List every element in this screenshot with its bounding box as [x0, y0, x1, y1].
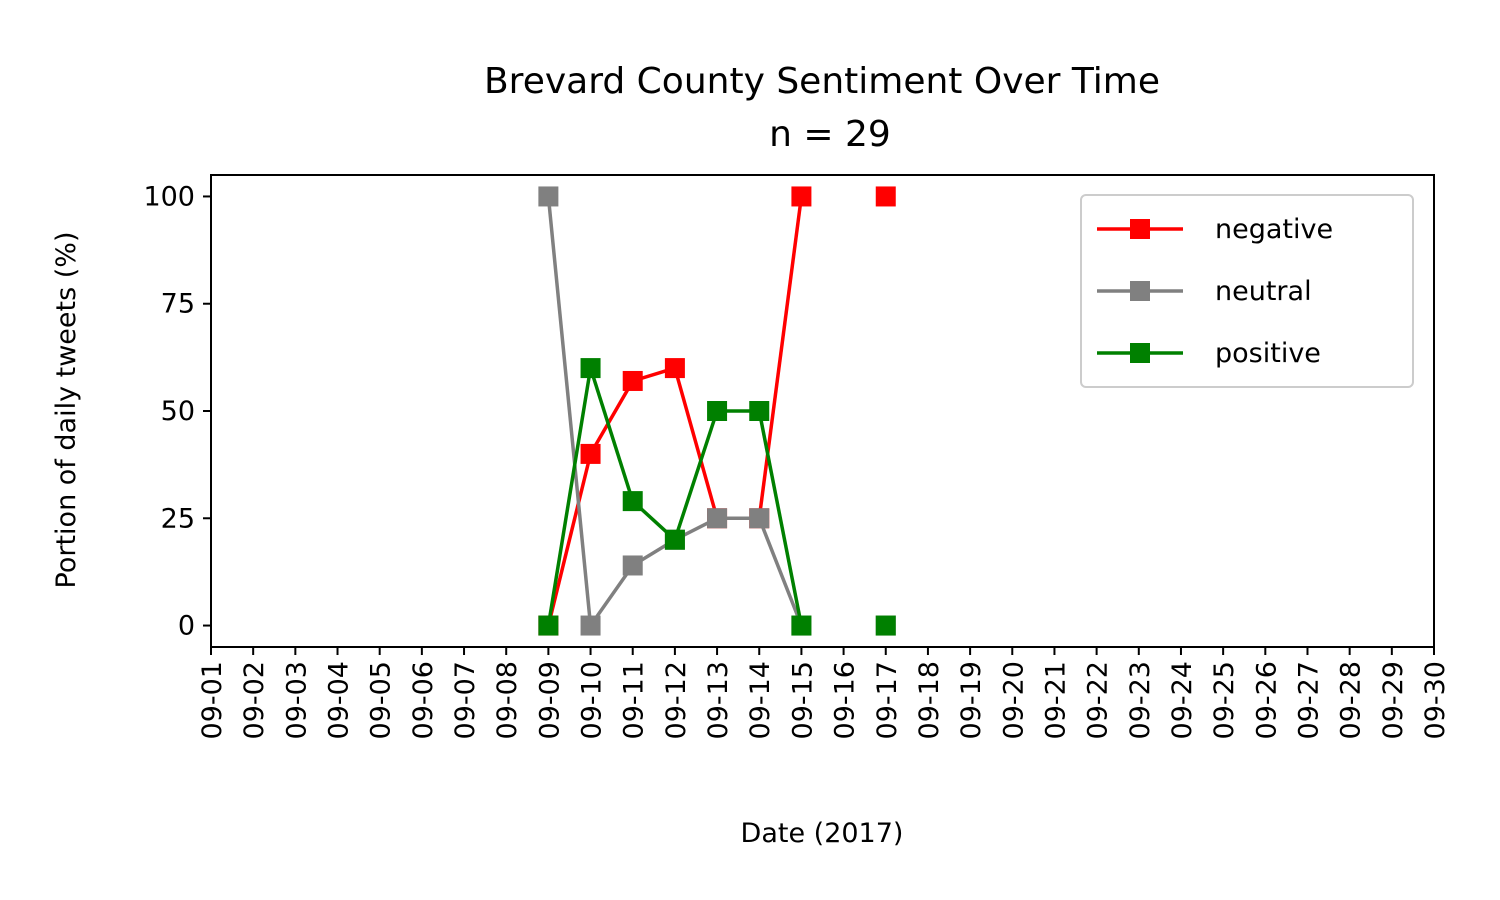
- x-tick-label: 09-20: [998, 661, 1029, 739]
- data-point: [791, 615, 812, 636]
- x-tick-label: 09-21: [1040, 661, 1071, 739]
- x-tick-label: 09-07: [450, 661, 481, 739]
- data-point: [622, 491, 643, 512]
- legend-label: negative: [1215, 214, 1333, 245]
- legend: negative neutral positive: [1080, 194, 1414, 388]
- x-tick-label: 09-06: [408, 661, 439, 739]
- chart-title: Brevard County Sentiment Over Time: [484, 61, 1160, 102]
- legend-label: neutral: [1215, 276, 1312, 307]
- x-tick-label: 09-17: [872, 661, 903, 739]
- x-tick-label: 09-23: [1125, 661, 1156, 739]
- legend-item-neutral: neutral: [1097, 276, 1312, 307]
- y-tick-label: 100: [143, 181, 195, 212]
- series-line-segment: [757, 410, 804, 626]
- x-axis-label: Date (2017): [741, 818, 904, 849]
- x-tick-label: 09-09: [534, 661, 565, 739]
- series-line-segment: [673, 367, 719, 519]
- x-tick-label: 09-12: [661, 661, 692, 739]
- data-point: [707, 508, 728, 529]
- data-point: [875, 186, 896, 207]
- plot-area: 0 25 50 75 100 09-01 09-02 09-03 09-04 09-05 09-06…: [143, 174, 1451, 739]
- series-line-segment: [589, 380, 635, 455]
- series-line-segment: [757, 517, 804, 627]
- series-positive: [538, 358, 896, 636]
- data-point: [664, 358, 685, 379]
- data-point: [580, 615, 601, 636]
- y-axis-label: Portion of daily tweets (%): [51, 232, 82, 589]
- series-line-segment: [546, 453, 593, 626]
- legend-item-positive: positive: [1097, 338, 1321, 369]
- x-tick-label: 09-11: [619, 661, 650, 739]
- x-tick-label: 09-13: [703, 661, 734, 739]
- x-tick-label: 09-30: [1420, 661, 1451, 739]
- x-tick-label: 09-29: [1378, 661, 1409, 739]
- x-tick-label: 09-19: [956, 661, 987, 739]
- y-tick-label: 0: [178, 611, 195, 642]
- legend-swatch-marker: [1130, 219, 1150, 239]
- data-point: [622, 555, 643, 576]
- x-tick-label: 09-08: [492, 661, 523, 739]
- data-point: [791, 186, 812, 207]
- y-tick-label: 75: [161, 289, 195, 320]
- legend-item-negative: negative: [1097, 214, 1333, 245]
- x-tick-label: 09-15: [787, 661, 818, 739]
- series-line-segment: [673, 410, 719, 541]
- x-tick-label: 09-05: [366, 661, 397, 739]
- x-tick-label: 09-18: [914, 661, 945, 739]
- x-tick-label: 09-24: [1167, 661, 1198, 739]
- x-tick-label: 09-25: [1209, 661, 1240, 739]
- data-point: [580, 443, 601, 464]
- x-tick-label: 09-16: [830, 661, 861, 739]
- x-tick-label: 09-02: [239, 661, 270, 739]
- data-point: [538, 186, 559, 207]
- y-tick-label: 25: [161, 503, 195, 534]
- data-point: [622, 370, 643, 391]
- data-point: [707, 401, 728, 421]
- data-point: [749, 401, 770, 421]
- x-tick-label: 09-10: [577, 661, 608, 739]
- x-tick-label: 09-03: [281, 661, 312, 739]
- series-line-segment: [588, 367, 635, 502]
- x-tick-label: 09-01: [197, 661, 228, 739]
- y-tick-label: 50: [161, 396, 195, 427]
- x-tick-label: 09-04: [324, 661, 355, 739]
- series-line-segment: [589, 564, 635, 627]
- x-tick-label: 09-28: [1336, 661, 1367, 739]
- x-tick-label: 09-22: [1083, 661, 1114, 739]
- data-point: [538, 615, 559, 636]
- x-tick-label: 09-26: [1251, 661, 1282, 739]
- series-line-segment: [757, 196, 804, 519]
- legend-box: [1080, 194, 1414, 388]
- data-point: [875, 615, 896, 636]
- chart-subtitle: n = 29: [769, 114, 891, 155]
- data-point: [749, 508, 770, 529]
- legend-swatch-marker: [1130, 281, 1150, 301]
- x-tick-label: 09-27: [1293, 661, 1324, 739]
- series-line-segment: [546, 367, 593, 626]
- data-point: [580, 358, 601, 379]
- series-line-segment: [546, 196, 593, 626]
- x-tick-label: 09-14: [745, 661, 776, 739]
- data-point: [664, 529, 685, 550]
- legend-label: positive: [1215, 338, 1321, 369]
- legend-swatch-marker: [1130, 343, 1150, 363]
